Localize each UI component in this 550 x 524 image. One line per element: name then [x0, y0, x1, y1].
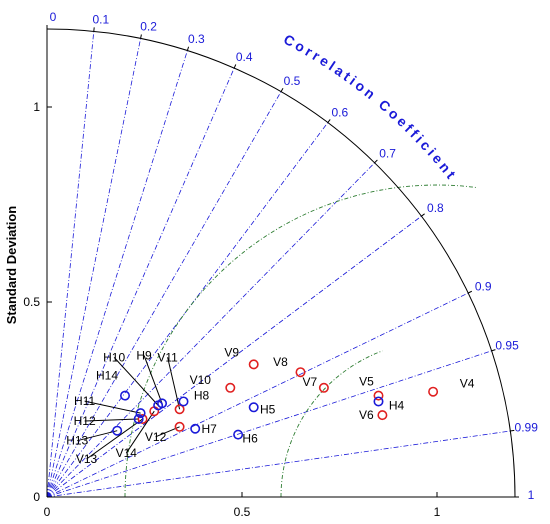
correlation-tick [327, 119, 331, 123]
correlation-tick [280, 87, 284, 92]
correlation-tick-label: 0.3 [188, 32, 205, 46]
point-V6 [377, 410, 388, 421]
correlation-line [46, 50, 188, 498]
correlation-line [46, 292, 469, 498]
label-V14: V14 [116, 446, 138, 460]
correlation-tick [233, 64, 237, 69]
correlation-tick [467, 290, 473, 294]
rms-arc [280, 350, 383, 498]
correlation-tick-label: 0.8 [427, 201, 444, 215]
x-tick-label: 0 [44, 505, 51, 519]
point-V9 [248, 359, 259, 370]
point-H8 [178, 396, 189, 407]
point-H14 [120, 390, 131, 401]
leader-H13 [77, 430, 118, 442]
label-H8: H8 [194, 388, 210, 402]
label-H10: H10 [103, 350, 125, 364]
outer-arc [46, 28, 516, 498]
x-tick-label: 1 [434, 505, 441, 519]
point-V8 [295, 367, 306, 378]
point-H4 [373, 396, 384, 407]
correlation-tick-label: 0.6 [331, 106, 348, 120]
correlation-tick [421, 213, 425, 217]
y-axis-title: Standard Deviation [4, 206, 19, 325]
label-V5: V5 [359, 375, 374, 389]
correlation-line [46, 91, 282, 498]
point-H12 [133, 413, 144, 424]
y-tick-label: 0 [33, 490, 40, 504]
rms-arc [124, 184, 477, 498]
label-H6: H6 [242, 432, 258, 446]
point-V10 [225, 382, 236, 393]
label-H12: H12 [74, 414, 96, 428]
correlation-line [46, 31, 95, 498]
correlation-tick-label: 0.95 [495, 339, 519, 353]
label-H13: H13 [66, 434, 88, 448]
points-layer [112, 359, 439, 440]
labels-layer: V4 V5 V6 V7 V8 V9 V10 V11 V12 V13 V14 H4 H5 H6 H7 H8 H9 H… [66, 345, 475, 466]
leader-V14 [125, 410, 155, 454]
point-V12 [174, 421, 185, 432]
correlation-tick [186, 46, 190, 51]
leader-H9 [143, 355, 163, 404]
leader-H11 [84, 400, 141, 414]
point-V4 [428, 386, 439, 397]
point-H5 [248, 402, 259, 413]
label-V4: V4 [460, 377, 475, 391]
point-V11 [174, 404, 185, 415]
correlation-line [46, 38, 141, 498]
correlation-tick [510, 429, 515, 432]
x-tick-label: 0.5 [234, 505, 251, 519]
leader-lines [77, 355, 181, 460]
correlation-tick-label: 0.7 [379, 147, 396, 161]
label-V11: V11 [157, 350, 178, 364]
y-tick-label: 0.5 [23, 295, 40, 309]
correlation-tick-label: 0.2 [140, 20, 157, 34]
correlation-tick-label: 0.4 [236, 50, 253, 64]
label-V10: V10 [190, 373, 212, 387]
correlation-line [46, 67, 235, 498]
point-H7 [190, 423, 201, 434]
correlation-tick-label: 0 [50, 10, 57, 24]
correlation-tick-label: 0.1 [92, 12, 109, 26]
leader-H10 [113, 357, 159, 406]
correlation-tick [374, 159, 378, 164]
point-H6 [233, 429, 244, 440]
correlation-tick [491, 349, 496, 352]
label-V8: V8 [273, 355, 288, 369]
label-H7: H7 [202, 422, 218, 436]
point-V5 [373, 390, 384, 401]
leader-H12 [84, 418, 139, 422]
label-V13: V13 [76, 452, 98, 466]
correlation-tick-label: 0.99 [515, 421, 539, 435]
correlation-line [46, 350, 492, 498]
correlation-tick-label: 1 [528, 488, 535, 502]
correlation-tick-label: 0.9 [475, 280, 492, 294]
leader-V13 [86, 418, 143, 460]
leader-V11 [167, 357, 181, 410]
point-H13 [112, 425, 123, 436]
label-V9: V9 [224, 345, 239, 359]
label-H4: H4 [389, 398, 405, 412]
correlation-axis-title: Correlation Coefficient [281, 31, 461, 184]
label-V6: V6 [359, 408, 374, 422]
point-H11 [135, 408, 146, 419]
correlation-line [46, 430, 511, 498]
point-V13 [137, 413, 148, 424]
correlation-tick-label: 0.5 [284, 74, 301, 88]
correlation-line [46, 162, 375, 498]
label-V7: V7 [303, 375, 318, 389]
label-H14: H14 [96, 369, 118, 383]
correlation-tick [140, 34, 142, 39]
label-H9: H9 [136, 348, 152, 362]
point-V7 [318, 382, 329, 393]
correlation-line [46, 215, 422, 498]
y-tick-label: 1 [33, 100, 40, 114]
point-H10 [153, 400, 164, 411]
label-H11: H11 [74, 394, 95, 408]
label-V12: V12 [145, 430, 167, 444]
label-H5: H5 [260, 402, 276, 416]
